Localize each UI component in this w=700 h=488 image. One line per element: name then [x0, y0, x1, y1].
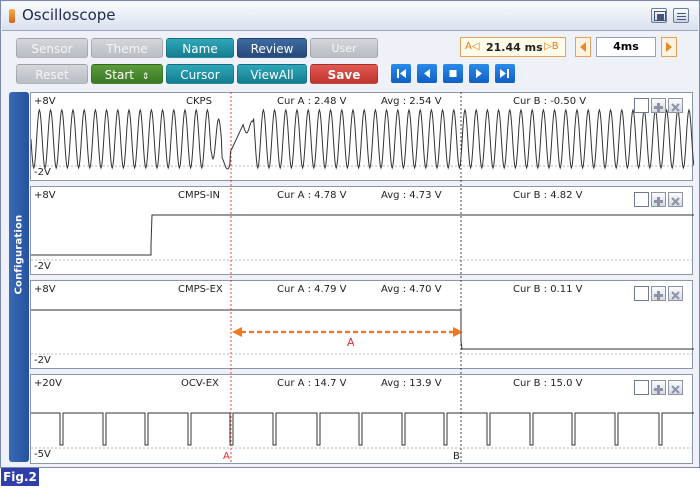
cursor-delta-value: 21.44 ms	[486, 41, 543, 54]
close-channel-icon[interactable]	[668, 98, 683, 113]
channel-name: CKPS	[186, 96, 212, 107]
channel-name: CMPS-EX	[178, 284, 223, 295]
plot-area: +8V -2V CKPS Cur A : 2.48 V Avg : 2.54 V…	[30, 92, 694, 464]
step-back-button[interactable]	[417, 64, 437, 83]
channel-panel-cmps-ex: +8V -2V CMPS-EX Cur A : 4.79 V Avg : 4.7…	[30, 280, 694, 369]
oscilloscope-window: Oscilloscope Sensor Theme Name Review Us…	[0, 0, 700, 468]
reset-button[interactable]: Reset	[16, 64, 88, 84]
configuration-tab[interactable]: Configuration	[9, 92, 29, 462]
name-button[interactable]: Name	[166, 38, 234, 58]
average-value: Avg : 4.70 V	[381, 284, 442, 295]
channel-name: CMPS-IN	[178, 190, 221, 201]
first-frame-button[interactable]	[391, 64, 411, 83]
last-frame-button[interactable]	[495, 64, 515, 83]
figure-label: Fig.2	[1, 468, 39, 486]
cursor-b-value: Cur B : -0.50 V	[513, 96, 587, 107]
cursor-a-marker[interactable]: A	[223, 451, 230, 462]
stop-button[interactable]	[443, 64, 463, 83]
start-button[interactable]: Start ⇕	[91, 64, 163, 84]
cmps-ex-waveform	[31, 309, 694, 355]
cursor-b-value: Cur B : 15.0 V	[513, 378, 583, 389]
theme-button[interactable]: Theme	[91, 38, 163, 58]
triangle-right-icon	[666, 42, 672, 52]
interval-annotation: A	[347, 336, 355, 349]
timebase-increase-button[interactable]	[661, 37, 677, 57]
cursor-a-value: Cur A : 14.7 V	[277, 378, 347, 389]
channel-select-checkbox[interactable]	[634, 98, 649, 113]
play-icon	[476, 69, 482, 78]
menu-icon[interactable]	[673, 8, 689, 23]
stop-icon	[449, 70, 457, 77]
restore-icon[interactable]	[651, 8, 667, 23]
close-channel-icon[interactable]	[668, 380, 683, 395]
cursor-b-label: ▷B	[544, 41, 559, 52]
average-value: Avg : 2.54 V	[381, 96, 442, 107]
channel-select-checkbox[interactable]	[634, 380, 649, 395]
cursor-a-value: Cur A : 4.78 V	[277, 190, 347, 201]
y-min-label: -2V	[34, 167, 51, 178]
zoom-in-icon[interactable]	[651, 98, 666, 113]
channel-panel-ocv-ex: +20V -5V OCV-EX Cur A : 14.7 V Avg : 13.…	[30, 374, 694, 464]
user-setting-button[interactable]: User Setting	[310, 38, 378, 75]
spinner-icon: ⇕	[141, 72, 150, 82]
y-min-label: -2V	[34, 261, 51, 272]
start-label: Start	[104, 68, 134, 82]
window-title: Oscilloscope	[22, 6, 116, 24]
y-max-label: +8V	[34, 96, 56, 107]
sensor-button[interactable]: Sensor	[16, 38, 88, 58]
skip-forward-icon	[500, 69, 509, 78]
configuration-label: Configuration	[13, 214, 25, 295]
skip-back-icon	[397, 69, 406, 78]
cursor-b-value: Cur B : 4.82 V	[513, 190, 583, 201]
y-min-label: -2V	[34, 355, 51, 366]
average-value: Avg : 4.73 V	[381, 190, 442, 201]
zoom-in-icon[interactable]	[651, 380, 666, 395]
channel-select-checkbox[interactable]	[634, 192, 649, 207]
view-all-button[interactable]: ViewAll	[237, 64, 307, 84]
cursor-button[interactable]: Cursor	[166, 64, 234, 84]
ocv-ex-waveform	[31, 412, 694, 449]
play-button[interactable]	[469, 64, 489, 83]
y-max-label: +8V	[34, 190, 56, 201]
cursor-readout: A◁ 21.44 ms ▷B	[460, 37, 566, 57]
cursor-b-marker[interactable]: B	[453, 451, 460, 462]
channel-panel-ckps: +8V -2V CKPS Cur A : 2.48 V Avg : 2.54 V…	[30, 92, 694, 181]
y-max-label: +8V	[34, 284, 56, 295]
cmps-in-waveform	[31, 214, 694, 261]
zoom-in-icon[interactable]	[651, 286, 666, 301]
close-channel-icon[interactable]	[668, 192, 683, 207]
review-button[interactable]: Review	[237, 38, 307, 58]
save-button[interactable]: Save	[310, 64, 378, 84]
y-min-label: -5V	[34, 449, 51, 460]
step-back-icon	[424, 69, 430, 78]
app-icon	[9, 9, 15, 23]
cursor-a-value: Cur A : 4.79 V	[277, 284, 347, 295]
channel-panel-cmps-in: +8V -2V CMPS-IN Cur A : 4.78 V Avg : 4.7…	[30, 186, 694, 275]
average-value: Avg : 13.9 V	[381, 378, 442, 389]
title-bar: Oscilloscope	[2, 2, 698, 31]
close-channel-icon[interactable]	[668, 286, 683, 301]
triangle-left-icon	[580, 42, 586, 52]
timebase-value: 4ms	[596, 37, 656, 57]
y-max-label: +20V	[34, 378, 62, 389]
cursor-a-value: Cur A : 2.48 V	[277, 96, 347, 107]
cursor-a-label: A◁	[465, 41, 480, 52]
cursor-b-value: Cur B : 0.11 V	[513, 284, 583, 295]
channel-name: OCV-EX	[181, 378, 219, 389]
ckps-waveform	[31, 108, 694, 170]
timebase-decrease-button[interactable]	[575, 37, 591, 57]
zoom-in-icon[interactable]	[651, 192, 666, 207]
channel-select-checkbox[interactable]	[634, 286, 649, 301]
